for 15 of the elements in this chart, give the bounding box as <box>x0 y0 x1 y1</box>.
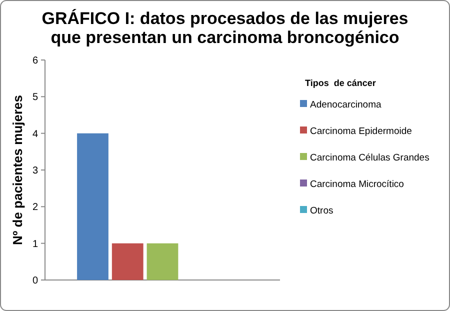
legend-label: Adenocarcinoma <box>310 99 382 110</box>
legend-label: Carcinoma Microcítico <box>310 178 404 190</box>
y-tick-label: 5 <box>32 92 38 104</box>
y-tick-label: 6 <box>32 56 38 66</box>
legend-label: Otros <box>310 205 334 216</box>
y-tick-label: 3 <box>32 166 38 176</box>
y-tick-label: 2 <box>32 202 38 214</box>
legend-label: Carcinoma Epidermoide <box>310 126 412 137</box>
y-tick-label: 1 <box>32 238 38 250</box>
y-tick-label: 4 <box>32 128 38 140</box>
chart-title: GRÁFICO I: datos procesados de las mujeres que presentan un carcinoma broncogénico <box>42 8 408 47</box>
y-axis-title: Nº de pacientes mujeres <box>10 95 25 245</box>
legend-label: Carcinoma Células Grandes <box>310 152 430 164</box>
y-tick-label: 0 <box>32 276 38 286</box>
legend-title: Tipos de cáncer <box>305 78 376 88</box>
